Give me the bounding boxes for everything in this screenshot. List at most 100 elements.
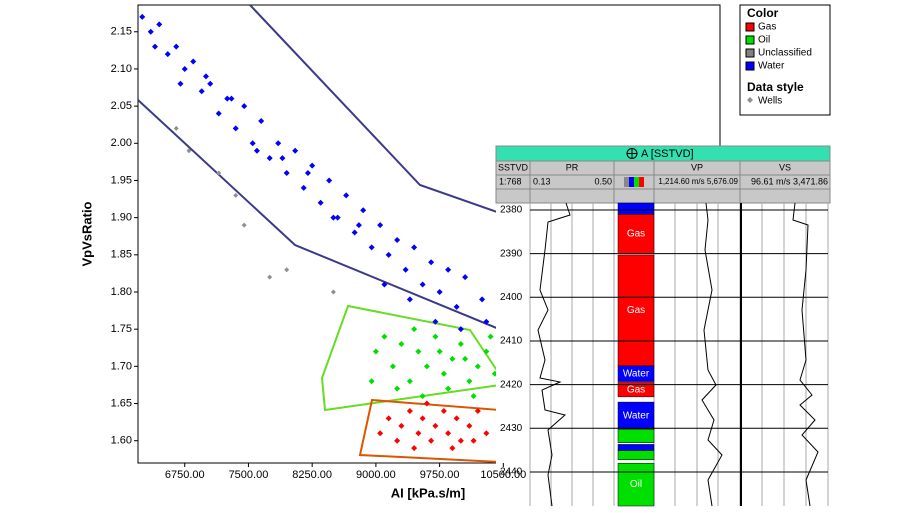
vs-curve [792,202,819,507]
point [177,80,184,87]
zone-label: Gas [627,229,645,240]
point [398,341,405,348]
point [228,95,235,102]
legend-item: Oil [758,35,770,46]
point [445,430,452,437]
point [139,13,146,20]
pr-max: 0.50 [594,176,612,186]
x-axis-label: AI [kPa.s/m] [391,485,465,500]
point [372,348,379,355]
y-tick-label: 2.00 [111,137,132,149]
point [415,348,422,355]
log-panel: A [SSTVD] SSTVD PR VP VS 1:768 0.13 0.50… [495,145,831,507]
point [389,363,396,370]
zone [617,365,655,382]
point [470,437,477,444]
y-tick-label: 1.60 [111,435,132,447]
point [330,214,337,221]
point [483,430,490,437]
point [445,266,452,273]
point [190,58,197,65]
point [317,199,324,206]
legend [739,4,831,116]
zone [617,202,655,215]
vs-range: 96.61 m/s 3,471.86 [751,176,828,186]
swatch [634,177,639,187]
point [428,259,435,266]
point [432,318,439,325]
point [233,192,239,198]
zone [617,450,655,460]
point [241,222,247,228]
point [275,140,282,147]
zone [617,444,655,451]
zone [617,462,655,507]
point [151,43,158,50]
point [173,43,180,50]
zone [617,254,655,367]
y-tick-label: 1.65 [111,397,132,409]
legend-title: Data style [747,80,804,94]
point [249,140,256,147]
point [266,155,273,162]
point [419,415,426,422]
point [394,236,401,243]
point [283,170,290,177]
point [186,148,192,154]
zone [617,428,655,443]
y-tick-label: 1.80 [111,286,132,298]
point [258,117,265,124]
point [423,400,430,407]
pr-min: 0.13 [533,176,551,186]
swatch [629,177,634,187]
y-tick-label: 1.70 [111,360,132,372]
swatch [624,177,629,187]
point [436,288,443,295]
point [457,437,464,444]
log-title: A [SSTVD] [641,148,694,160]
point [479,296,486,303]
point [216,170,222,176]
point [279,155,286,162]
point [411,326,418,333]
y-tick-label: 1.75 [111,323,132,335]
y-tick-label: 1.90 [111,212,132,224]
point [330,289,336,295]
scale: 1:768 [499,176,522,186]
zone-label: Gas [627,384,645,395]
zone [617,401,655,430]
header: PR [566,162,579,172]
y-tick-label: 1.95 [111,174,132,186]
point [173,125,179,131]
point [406,296,413,303]
depth-label: 2380 [500,205,523,216]
point [466,378,473,385]
depth-label: 2400 [500,292,523,303]
point [156,21,163,28]
point [406,407,413,414]
y-tick-label: 2.05 [111,100,132,112]
point [181,65,188,72]
depth-label: 2430 [500,423,523,434]
point [368,378,375,385]
point [202,73,209,80]
point [198,88,205,95]
zone-label: Water [623,368,650,379]
point [474,363,481,370]
vp-range: 1,214.60 m/s 5,676.09 [658,177,738,186]
header-grid [496,161,830,203]
point [411,244,418,251]
point [419,281,426,288]
legend-swatch [745,35,755,45]
point [381,333,388,340]
point [377,222,384,229]
oil-polygon [320,304,501,412]
point [462,355,469,362]
point [355,222,362,229]
x-tick-label: 8250.00 [292,469,332,481]
point [385,251,392,258]
pr-curve [537,202,571,507]
depth-label: 2410 [500,336,523,347]
point [368,244,375,251]
zone [617,214,655,254]
